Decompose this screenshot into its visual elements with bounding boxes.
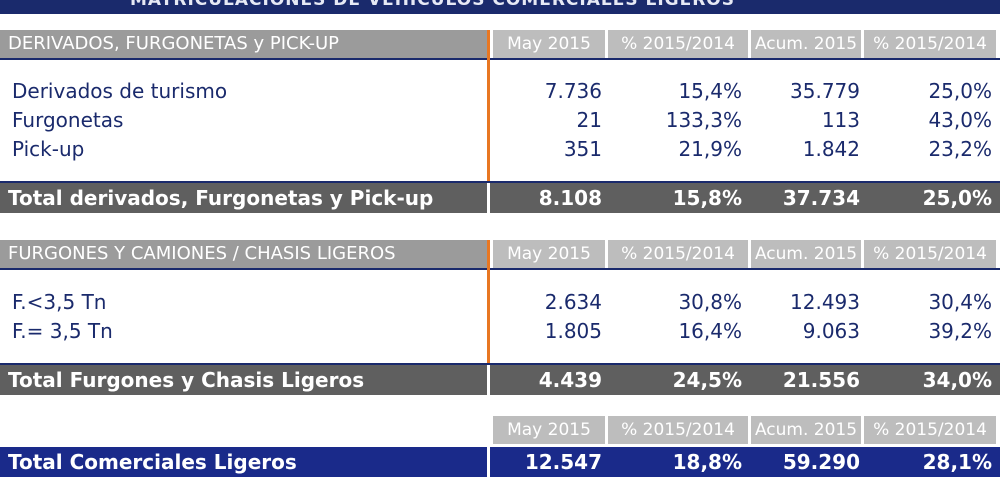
cell-pct: 30,8% — [678, 290, 742, 314]
col-header-may: May 2015 — [493, 30, 605, 58]
total-pct: 18,8% — [672, 450, 742, 474]
col-header-pct: % 2015/2014 — [608, 416, 748, 444]
col-header-pct-acum: % 2015/2014 — [864, 240, 996, 268]
grand-total-header: May 2015 % 2015/2014 Acum. 2015 % 2015/2… — [493, 416, 996, 444]
row-label: Pick-up — [12, 137, 85, 161]
cell-pct-acum: 23,2% — [928, 137, 992, 161]
cell-may: 351 — [563, 137, 602, 161]
cell-pct: 21,9% — [678, 137, 742, 161]
table-row: F.<3,5 Tn 2.634 30,8% 12.493 30,4% — [0, 288, 1000, 316]
divider — [0, 363, 1000, 365]
cell-pct: 16,4% — [678, 319, 742, 343]
total-pct: 24,5% — [672, 368, 742, 392]
cell-may: 7.736 — [544, 79, 602, 103]
col-header-may: May 2015 — [493, 240, 605, 268]
top-banner: MATRICULACIONES DE VEHÍCULOS COMERCIALES… — [0, 0, 1000, 14]
section1-header: DERIVADOS, FURGONETAS y PICK-UP May 2015… — [0, 30, 1000, 58]
divider — [0, 268, 1000, 270]
column-divider — [487, 240, 490, 364]
table-row: Pick-up 351 21,9% 1.842 23,2% — [0, 135, 1000, 163]
total-pct: 15,8% — [672, 186, 742, 210]
divider — [0, 181, 1000, 183]
total-acum: 21.556 — [782, 368, 860, 392]
total-may: 12.547 — [524, 450, 602, 474]
cell-may: 1.805 — [544, 319, 602, 343]
divider — [0, 58, 1000, 60]
total-label: Total derivados, Furgonetas y Pick-up — [8, 186, 434, 210]
total-pct-acum: 28,1% — [922, 450, 992, 474]
cell-acum: 12.493 — [790, 290, 860, 314]
cell-may: 21 — [576, 108, 602, 132]
col-header-pct: % 2015/2014 — [608, 240, 748, 268]
table-row: Furgonetas 21 133,3% 113 43,0% — [0, 106, 1000, 134]
col-header-may: May 2015 — [493, 416, 605, 444]
cell-pct-acum: 43,0% — [928, 108, 992, 132]
cell-pct: 133,3% — [665, 108, 742, 132]
cell-acum: 35.779 — [790, 79, 860, 103]
cell-acum: 9.063 — [802, 319, 860, 343]
col-header-pct-acum: % 2015/2014 — [864, 30, 996, 58]
row-label: Derivados de turismo — [12, 79, 228, 103]
row-label: F.<3,5 Tn — [12, 290, 107, 314]
section2-total-row: Total Furgones y Chasis Ligeros 4.439 24… — [0, 365, 1000, 395]
col-header-acum: Acum. 2015 — [751, 30, 861, 58]
cell-pct: 15,4% — [678, 79, 742, 103]
cell-pct-acum: 25,0% — [928, 79, 992, 103]
col-header-pct-acum: % 2015/2014 — [864, 416, 996, 444]
total-label: Total Comerciales Ligeros — [8, 450, 297, 474]
total-label: Total Furgones y Chasis Ligeros — [8, 368, 365, 392]
total-may: 4.439 — [538, 368, 602, 392]
col-header-acum: Acum. 2015 — [751, 240, 861, 268]
cell-pct-acum: 39,2% — [928, 319, 992, 343]
section1-total-row: Total derivados, Furgonetas y Pick-up 8.… — [0, 183, 1000, 213]
table-row: F.= 3,5 Tn 1.805 16,4% 9.063 39,2% — [0, 317, 1000, 345]
total-pct-acum: 34,0% — [922, 368, 992, 392]
total-acum: 37.734 — [782, 186, 860, 210]
section2-header: FURGONES Y CAMIONES / CHASIS LIGEROS May… — [0, 240, 1000, 268]
col-header-acum: Acum. 2015 — [751, 416, 861, 444]
row-label: F.= 3,5 Tn — [12, 319, 113, 343]
section2-title: FURGONES Y CAMIONES / CHASIS LIGEROS — [0, 240, 487, 268]
total-pct-acum: 25,0% — [922, 186, 992, 210]
grand-total-row: Total Comerciales Ligeros 12.547 18,8% 5… — [0, 447, 1000, 477]
total-acum: 59.290 — [782, 450, 860, 474]
cell-acum: 113 — [821, 108, 860, 132]
cell-acum: 1.842 — [802, 137, 860, 161]
table-row: Derivados de turismo 7.736 15,4% 35.779 … — [0, 77, 1000, 105]
cell-pct-acum: 30,4% — [928, 290, 992, 314]
total-may: 8.108 — [538, 186, 602, 210]
cell-may: 2.634 — [544, 290, 602, 314]
row-label: Furgonetas — [12, 108, 124, 132]
column-divider — [487, 30, 490, 182]
banner-title: MATRICULACIONES DE VEHÍCULOS COMERCIALES… — [130, 0, 735, 10]
section1-title: DERIVADOS, FURGONETAS y PICK-UP — [0, 30, 487, 58]
col-header-pct: % 2015/2014 — [608, 30, 748, 58]
